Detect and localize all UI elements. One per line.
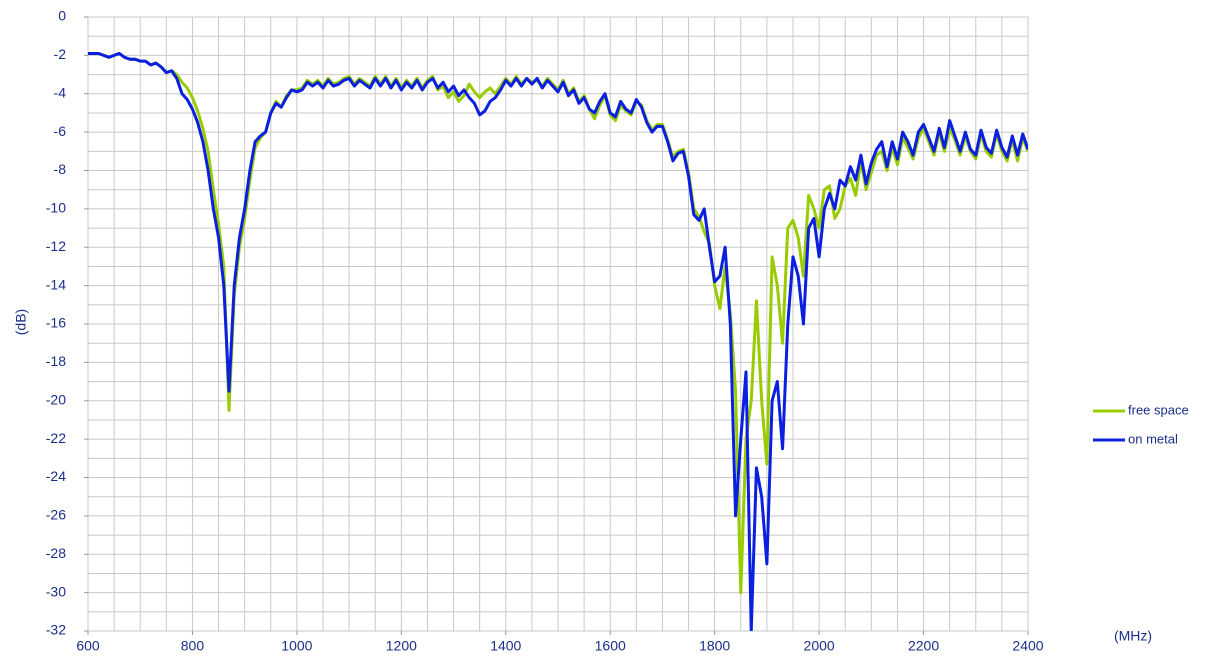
x-tick-label: 1800	[699, 638, 730, 654]
y-tick-label: -24	[46, 468, 66, 484]
x-tick-label: 1200	[386, 638, 417, 654]
y-tick-label: -28	[46, 545, 66, 561]
x-tick-label: 1000	[281, 638, 312, 654]
x-tick-label: 1600	[595, 638, 626, 654]
y-tick-label: -22	[46, 430, 66, 446]
y-tick-label: -12	[46, 238, 66, 254]
x-tick-label: 2400	[1012, 638, 1043, 654]
legend: free space on metal	[1093, 402, 1189, 446]
y-tick-label: -18	[46, 353, 66, 369]
y-tick-label: -26	[46, 507, 66, 523]
y-tick-label: -14	[46, 276, 66, 292]
x-tick-label: 600	[76, 638, 100, 654]
series-line	[88, 51, 1028, 631]
y-tick-label: 0	[58, 8, 66, 24]
legend-label: on metal	[1128, 431, 1178, 446]
y-tick-label: -30	[46, 583, 66, 599]
y-tick-label: -8	[54, 161, 67, 177]
y-axis-label: (dB)	[13, 309, 29, 335]
y-tick-label: -6	[54, 123, 67, 139]
x-tick-label: 1400	[490, 638, 521, 654]
x-tick-label: 800	[181, 638, 205, 654]
y-tick-label: -4	[54, 84, 67, 100]
x-tick-label: 2000	[804, 638, 835, 654]
y-tick-label: -2	[54, 46, 67, 62]
legend-label: free space	[1128, 402, 1189, 417]
y-tick-label: -20	[46, 391, 66, 407]
x-axis-label: (MHz)	[1114, 628, 1152, 644]
y-tick-label: -16	[46, 315, 66, 331]
x-tick-label: 2200	[908, 638, 939, 654]
y-tick-label: -10	[46, 200, 66, 216]
y-tick-label: -32	[46, 622, 66, 638]
